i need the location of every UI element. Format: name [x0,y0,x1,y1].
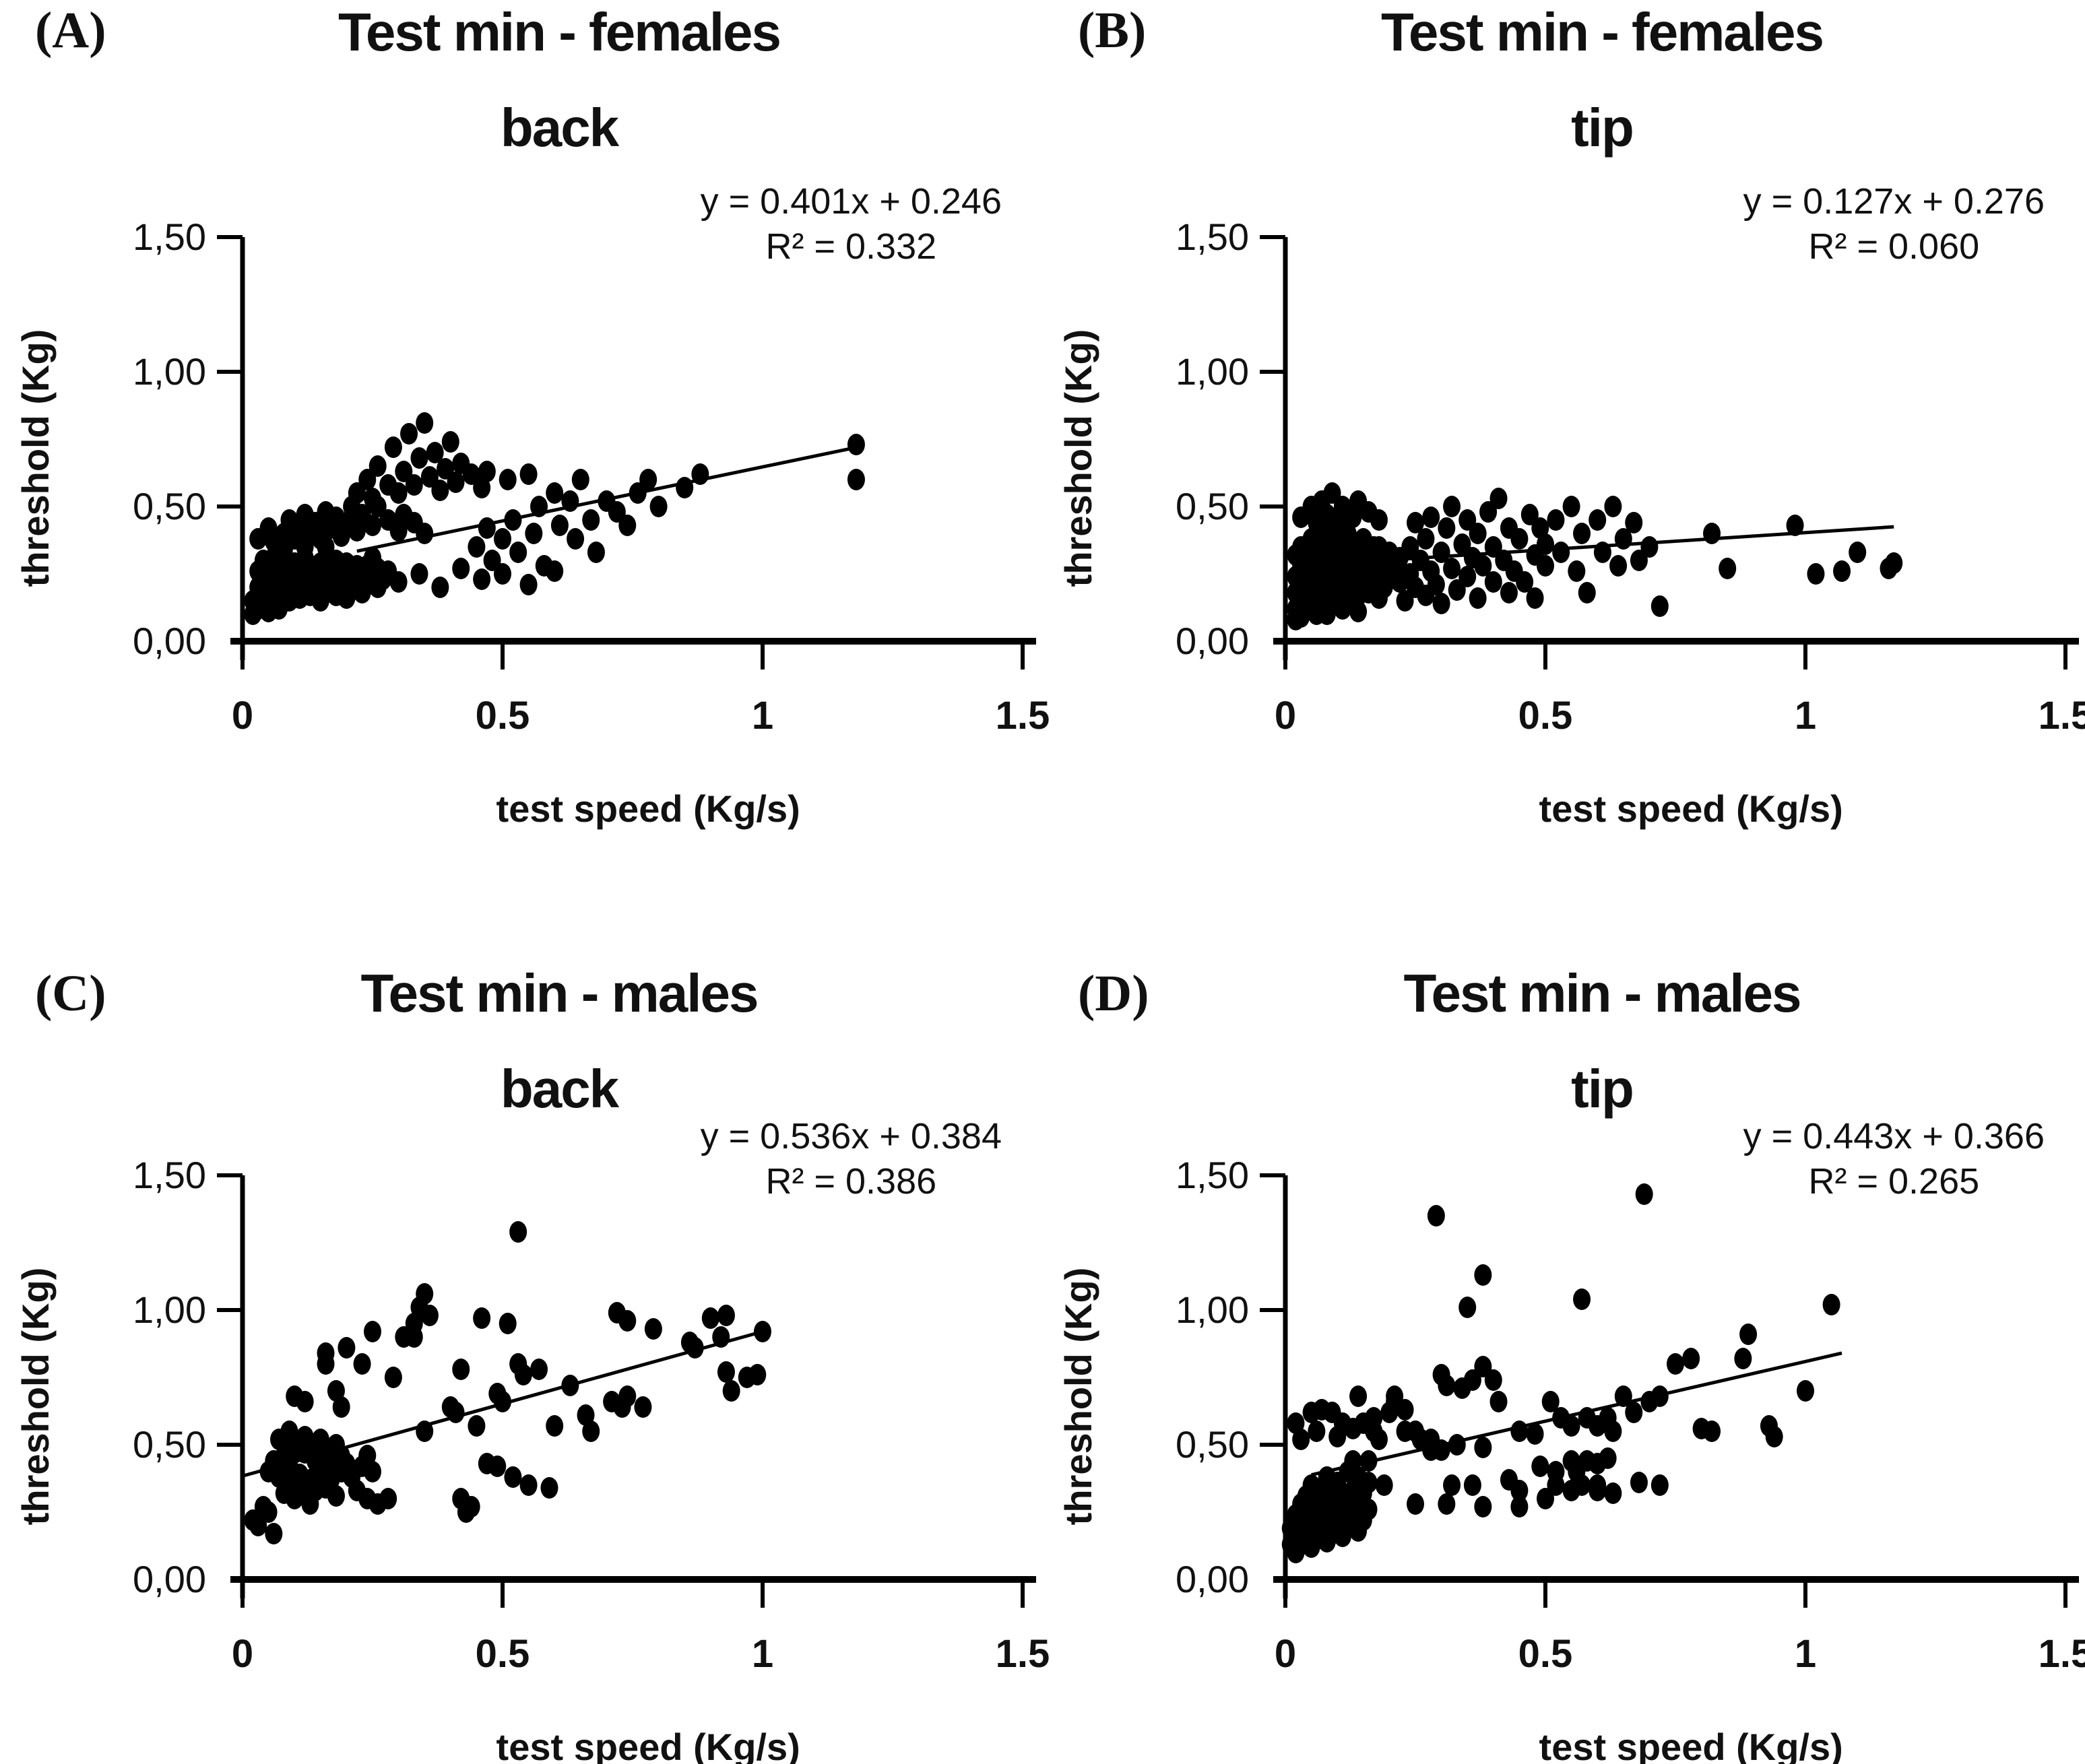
svg-text:test speed (Kg/s): test speed (Kg/s) [496,1726,800,1764]
svg-text:0,00: 0,00 [133,620,206,662]
svg-text:1: 1 [752,694,773,738]
panel-letter: (C) [35,965,106,1022]
svg-text:1,00: 1,00 [1176,1288,1249,1331]
regression-equation: y = 0.127x + 0.276 [1743,181,2045,222]
svg-text:test speed (Kg/s): test speed (Kg/s) [1539,1726,1843,1764]
svg-text:0,50: 0,50 [1176,1423,1249,1466]
svg-text:0: 0 [232,1632,253,1676]
svg-text:threshold (Kg): threshold (Kg) [14,1268,57,1526]
svg-text:1,50: 1,50 [1176,216,1249,258]
svg-text:1,50: 1,50 [133,1154,206,1196]
svg-text:1,00: 1,00 [1176,350,1249,393]
panel-title-line-2: tip [1571,98,1634,158]
svg-text:1.5: 1.5 [2039,1632,2085,1676]
svg-text:0.5: 0.5 [1518,694,1573,738]
panel-d-males-tip: (D) Test min - males tip y = 0.443x + 0.… [1043,882,2085,1764]
scatter-plot: 0 0.5 1 1.5 0,00 0,50 1,00 1,50 test speed (Kg/s… [14,216,1050,830]
svg-text:0,00: 0,00 [1176,620,1249,662]
svg-text:1.5: 1.5 [996,1632,1050,1676]
svg-text:0: 0 [232,694,253,738]
svg-text:1.5: 1.5 [2039,694,2085,738]
svg-text:1: 1 [1795,1632,1816,1676]
panel-title: Test min - females back [168,0,950,176]
svg-text:threshold (Kg): threshold (Kg) [14,329,57,587]
panel-a-females-back: (A) Test min - females back y = 0.401x +… [0,0,1050,882]
r-squared-value: R² = 0.332 [765,226,937,267]
regression-equation: y = 0.536x + 0.384 [700,1116,1002,1156]
svg-text:1,50: 1,50 [133,216,206,258]
svg-text:0: 0 [1275,1632,1296,1676]
svg-text:1,00: 1,00 [133,350,206,393]
panel-title-line-2: back [500,1059,619,1119]
panel-title-line-1: Test min - females [338,2,781,62]
panel-title-line-1: Test min - females [1380,2,1824,62]
svg-text:0,00: 0,00 [133,1558,206,1600]
panel-title-line-2: tip [1571,1059,1634,1119]
svg-text:0,50: 0,50 [1176,485,1249,527]
r-squared-value: R² = 0.386 [765,1161,937,1202]
panel-letter: (A) [35,2,106,59]
panel-b-females-tip: (B) Test min - females tip y = 0.127x + … [1043,0,2085,882]
svg-text:1: 1 [752,1632,773,1676]
panel-letter: (B) [1078,2,1147,59]
svg-text:0,00: 0,00 [1176,1558,1249,1600]
regression-annotation: y = 0.401x + 0.246 R² = 0.332 [701,179,1002,269]
svg-text:threshold (Kg): threshold (Kg) [1057,329,1099,587]
scatter-plot: 0 0.5 1 1.5 0,00 0,50 1,00 1,50 test speed (Kg/s… [14,1154,1050,1764]
panel-letter: (D) [1078,965,1149,1022]
svg-text:0.5: 0.5 [476,1632,530,1676]
panel-title: Test min - females tip [1211,0,1993,176]
regression-annotation: y = 0.536x + 0.384 R² = 0.386 [701,1114,1002,1204]
svg-text:0,50: 0,50 [133,1423,206,1466]
regression-annotation: y = 0.127x + 0.276 R² = 0.060 [1743,179,2045,269]
svg-text:1: 1 [1795,694,1816,738]
r-squared-value: R² = 0.265 [1808,1161,1980,1202]
svg-text:0.5: 0.5 [476,694,530,738]
svg-text:1.5: 1.5 [996,694,1050,738]
svg-text:1,00: 1,00 [133,1288,206,1331]
svg-text:test speed (Kg/s): test speed (Kg/s) [496,787,800,830]
panel-title-line-2: back [500,98,619,158]
svg-text:test speed (Kg/s): test speed (Kg/s) [1539,787,1843,830]
r-squared-value: R² = 0.060 [1808,226,1980,267]
svg-text:0: 0 [1275,694,1296,738]
svg-text:0.5: 0.5 [1518,1632,1573,1676]
panel-title: Test min - males tip [1211,946,1993,1137]
panel-title: Test min - males back [168,946,950,1137]
panel-title-line-1: Test min - males [1403,963,1802,1023]
svg-text:1,50: 1,50 [1176,1154,1249,1196]
scatter-plot: 0 0.5 1 1.5 0,00 0,50 1,00 1,50 test speed (Kg/s… [1057,1154,2085,1764]
svg-text:threshold (Kg): threshold (Kg) [1057,1268,1099,1526]
panel-title-line-1: Test min - males [360,963,759,1023]
regression-equation: y = 0.443x + 0.366 [1743,1116,2045,1156]
svg-text:0,50: 0,50 [133,485,206,527]
regression-annotation: y = 0.443x + 0.366 R² = 0.265 [1743,1114,2045,1204]
scatter-plot: 0 0.5 1 1.5 0,00 0,50 1,00 1,50 test speed (Kg/s… [1057,216,2085,830]
regression-equation: y = 0.401x + 0.246 [700,181,1002,222]
panel-c-males-back: (C) Test min - males back y = 0.536x + 0… [0,882,1050,1764]
